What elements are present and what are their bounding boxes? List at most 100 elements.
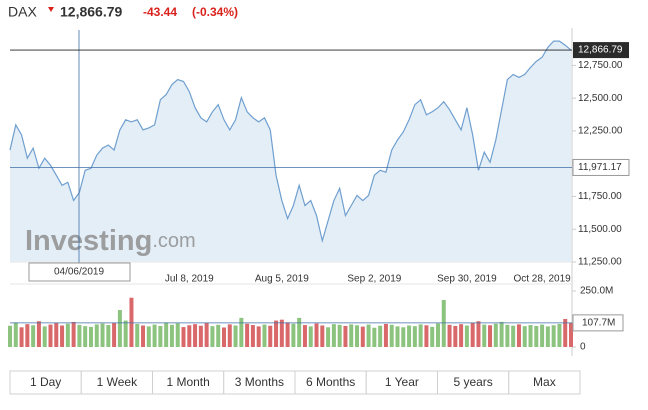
volume-last-box <box>572 314 624 332</box>
volume-bar <box>268 325 273 347</box>
volume-bar <box>256 326 261 347</box>
range-button[interactable]: 1 Month <box>152 370 225 395</box>
last-price: 12,866.79 <box>60 4 122 20</box>
volume-bar <box>239 317 244 347</box>
volume-bar <box>516 324 521 347</box>
volume-bar <box>424 325 429 347</box>
volume-bar <box>459 324 464 347</box>
volume-bar <box>164 322 169 347</box>
crosshair-value-box <box>572 158 630 176</box>
crosshair-date: 04/06/2019 <box>54 267 104 278</box>
volume-bar <box>245 323 250 347</box>
volume-bar <box>418 324 423 347</box>
volume-bar <box>65 323 70 347</box>
range-button-label: Max <box>533 375 556 389</box>
y-tick-label: 12,750.00 <box>578 60 623 71</box>
volume-bar <box>25 324 30 347</box>
volume-bar <box>193 324 198 347</box>
volume-bar <box>141 325 146 347</box>
volume-bar <box>395 326 400 347</box>
volume-bar <box>19 327 24 347</box>
volume-bar <box>129 297 134 347</box>
volume-bar <box>100 323 105 347</box>
volume-bar <box>337 324 342 347</box>
range-button[interactable]: 3 Months <box>223 370 296 395</box>
volume-bar <box>482 324 487 347</box>
volume-bar <box>522 326 527 347</box>
volume-bar <box>71 321 76 347</box>
range-button-label: 3 Months <box>235 375 284 389</box>
volume-bar <box>476 321 481 347</box>
range-button[interactable]: 5 years <box>437 370 510 395</box>
volume-bar <box>42 326 47 347</box>
volume-bar <box>297 317 302 347</box>
volume-bar <box>557 323 562 347</box>
range-button-label: 1 Week <box>97 375 138 389</box>
range-button[interactable]: 6 Months <box>294 370 367 395</box>
range-button[interactable]: Max <box>508 370 581 395</box>
volume-bar <box>60 325 65 347</box>
x-tick-label: Aug 5, 2019 <box>255 274 309 285</box>
volume-bar <box>435 323 440 347</box>
x-tick-label: Jul 8, 2019 <box>165 274 214 285</box>
volume-bar <box>569 322 573 347</box>
volume-bar <box>13 322 18 347</box>
volume-bar <box>528 325 533 347</box>
volume-bar <box>262 324 267 347</box>
range-button[interactable]: 1 Day <box>9 370 82 395</box>
volume-bar <box>94 324 99 347</box>
volume-bar <box>355 325 360 347</box>
volume-bar <box>366 324 371 347</box>
volume-bar <box>511 325 516 347</box>
volume-bar <box>545 326 550 347</box>
volume-bar <box>112 323 117 347</box>
volume-bar <box>493 323 498 347</box>
range-button[interactable]: 1 Year <box>365 370 438 395</box>
index-name: DAX <box>8 4 37 20</box>
volume-bar <box>198 325 203 347</box>
volume-bar <box>441 299 446 347</box>
volume-bar <box>221 327 226 347</box>
volume-bar <box>505 324 510 347</box>
volume-bar <box>470 322 475 347</box>
volume-bar <box>279 319 284 347</box>
range-button-label: 6 Months <box>306 375 355 389</box>
volume-bar <box>563 319 568 347</box>
volume-bar <box>8 325 12 347</box>
watermark: Investing.com <box>25 225 196 257</box>
volume-bar <box>135 323 140 347</box>
volume-bar <box>216 324 221 347</box>
y-tick-label: 12,500.00 <box>578 93 623 104</box>
volume-tick-label: 250.0M <box>580 286 613 297</box>
volume-bar <box>227 324 232 347</box>
range-button-box <box>508 370 581 395</box>
volume-bar <box>175 323 180 347</box>
y-tick-label: 11,750.00 <box>578 191 622 202</box>
volume-bar <box>181 327 186 347</box>
volume-bar <box>488 325 493 347</box>
volume-bar <box>320 325 325 347</box>
volume-bar <box>447 324 452 347</box>
volume-bar <box>551 325 556 347</box>
last-price-box <box>573 42 629 59</box>
volume-bar <box>360 326 365 347</box>
volume-bar <box>187 325 192 347</box>
volume-bar <box>210 326 215 347</box>
y-tick-label: 11,500.00 <box>578 224 622 235</box>
range-button[interactable]: 1 Week <box>80 370 153 395</box>
watermark-suffix: .com <box>152 230 195 252</box>
x-tick-label: Oct 28, 2019 <box>513 274 571 285</box>
price-area <box>10 41 571 262</box>
x-tick-label: Sep 2, 2019 <box>347 274 401 285</box>
volume-bar <box>77 324 82 347</box>
volume-bar <box>331 324 336 347</box>
volume-bar <box>250 325 255 347</box>
volume-bar <box>372 327 377 347</box>
volume-bar <box>169 324 174 347</box>
volume-bar <box>123 320 128 347</box>
crosshair-date-box <box>28 262 131 282</box>
volume-bar <box>326 327 331 347</box>
volume-bar <box>285 322 290 347</box>
volume-bar <box>31 325 36 347</box>
volume-bar <box>349 324 354 347</box>
